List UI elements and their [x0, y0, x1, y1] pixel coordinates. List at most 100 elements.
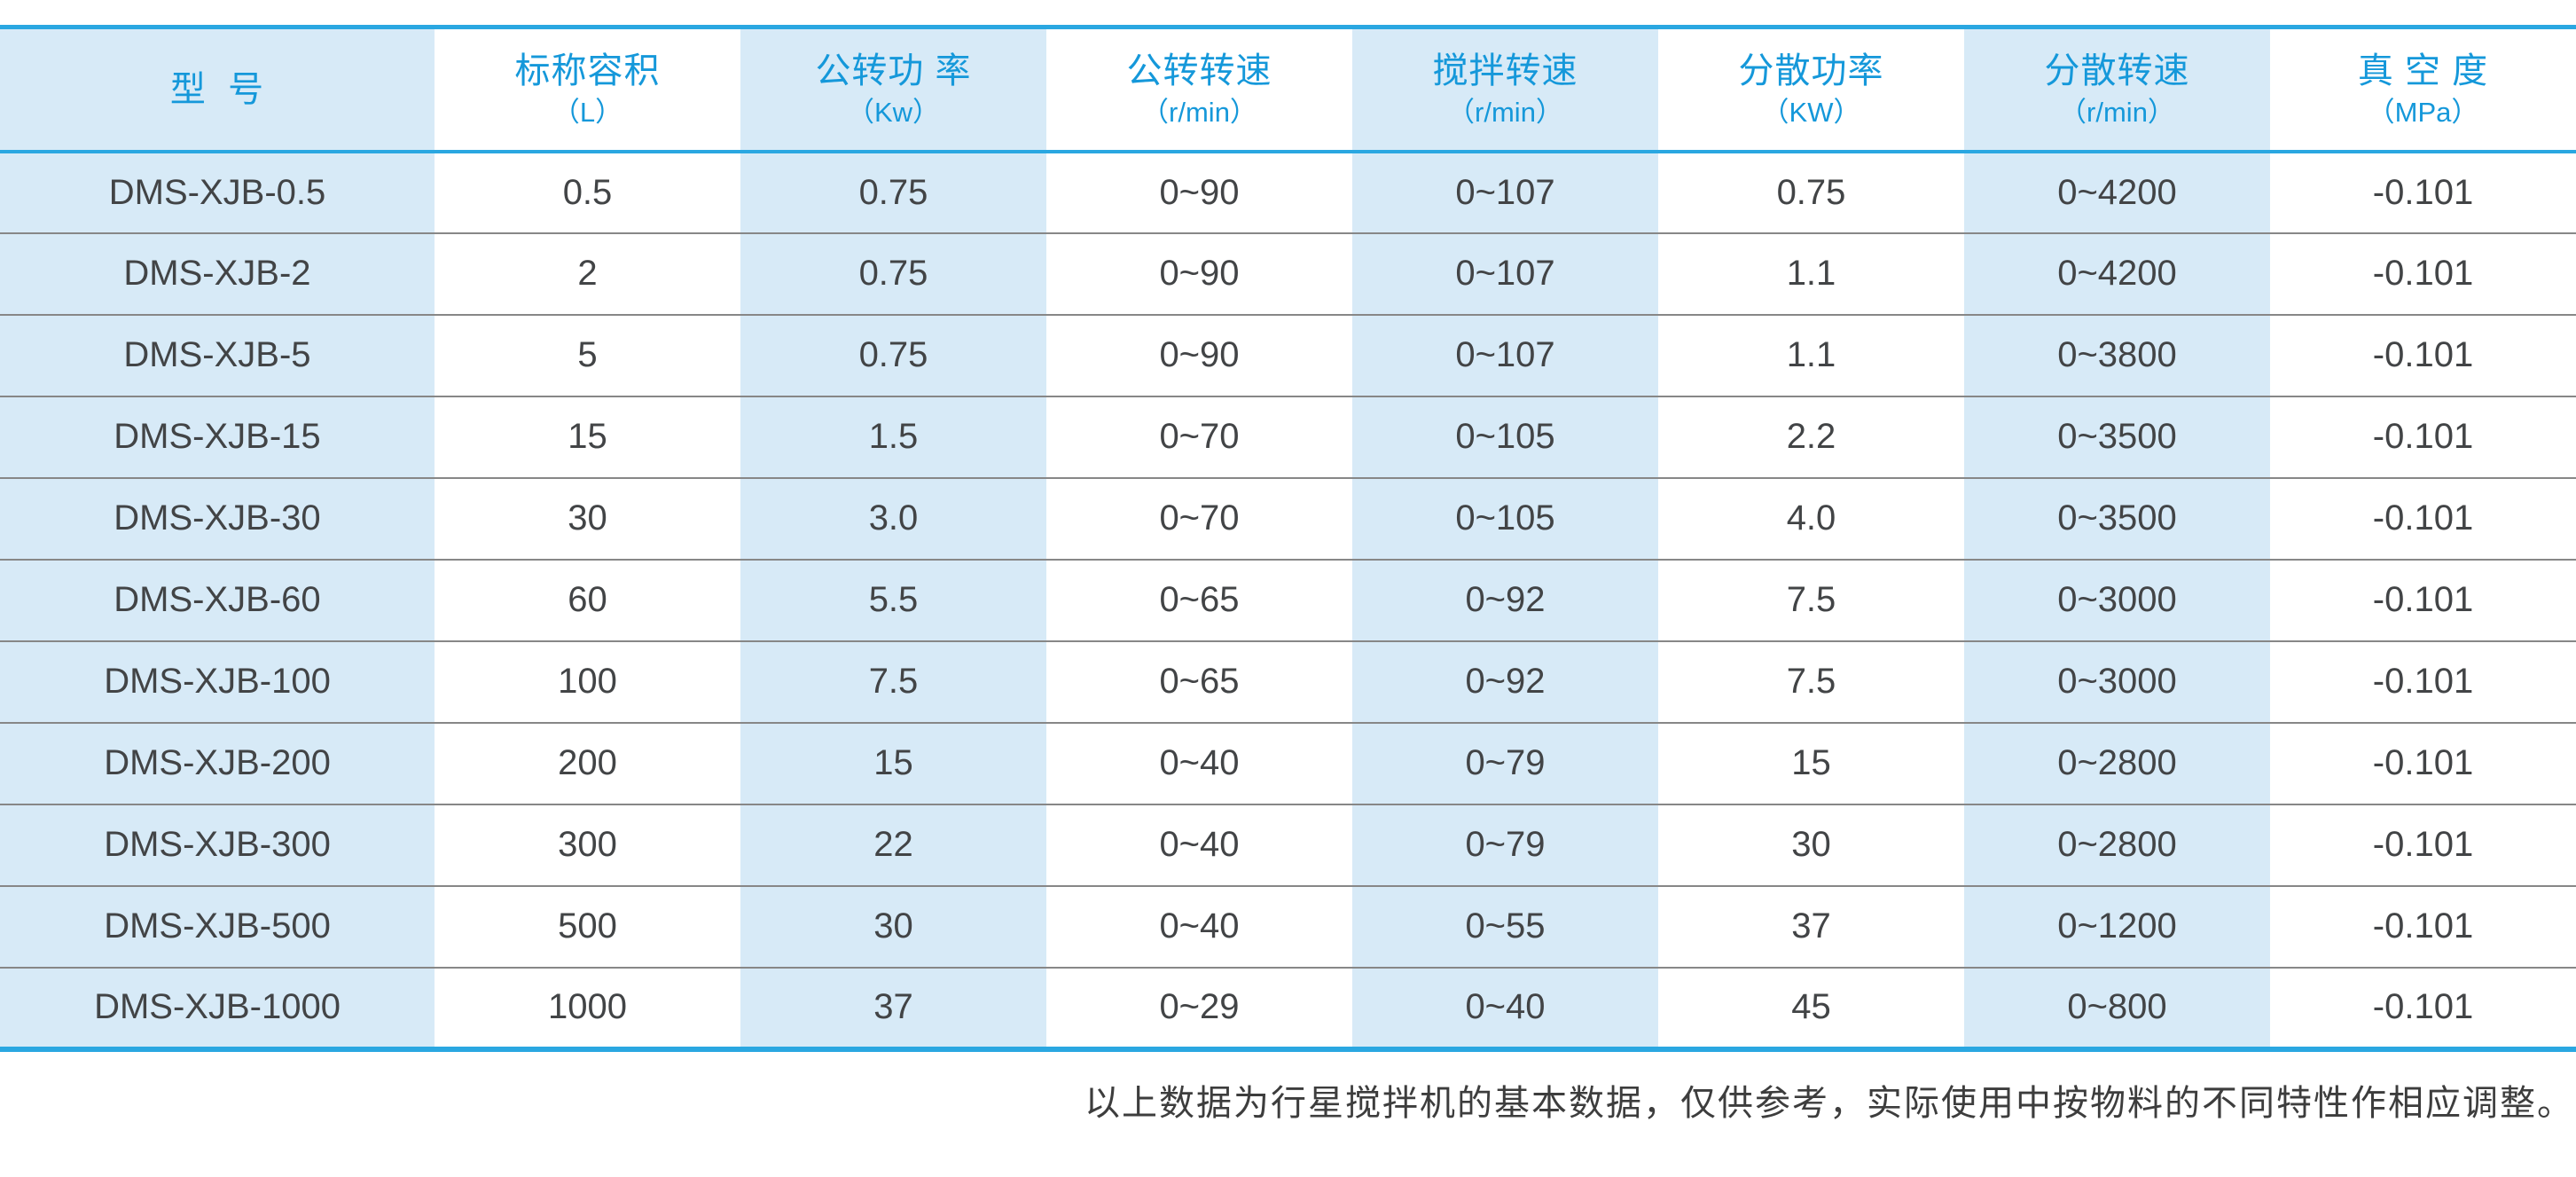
value-cell: 0~3000 — [1964, 558, 2270, 641]
column-unit: （L） — [552, 96, 623, 128]
table-row: DMS-XJB-500 500 30 0~40 0~55 37 0~1200 -0.101 — [0, 884, 2576, 968]
column-unit: （r/min） — [1447, 96, 1563, 128]
value-cell: 500 — [435, 884, 740, 968]
value-cell: 0~29 — [1046, 966, 1352, 1049]
value-cell: 37 — [1658, 884, 1964, 968]
value-cell: 7.5 — [1658, 558, 1964, 641]
value-cell: 0~107 — [1352, 313, 1658, 396]
value-cell: 1000 — [435, 966, 740, 1049]
value-cell: 100 — [435, 640, 740, 723]
table-row: DMS-XJB-100 100 7.5 0~65 0~92 7.5 0~3000 -0.101 — [0, 640, 2576, 723]
value-cell: 0~90 — [1046, 231, 1352, 315]
table-row: DMS-XJB-1000 1000 37 0~29 0~40 45 0~800 -0.101 — [0, 966, 2576, 1049]
column-header-stirring-speed: 搅拌转速 （r/min） — [1352, 27, 1658, 153]
value-cell: 0~55 — [1352, 884, 1658, 968]
value-cell: 15 — [435, 395, 740, 478]
value-cell: 0~79 — [1352, 803, 1658, 886]
value-cell: 0.5 — [435, 151, 740, 233]
value-cell: 200 — [435, 721, 740, 804]
value-cell: 0~40 — [1046, 721, 1352, 804]
value-cell: -0.101 — [2270, 966, 2576, 1049]
value-cell: 0.75 — [740, 231, 1046, 315]
value-cell: -0.101 — [2270, 231, 2576, 315]
value-cell: 0~3500 — [1964, 476, 2270, 560]
value-cell: 30 — [435, 476, 740, 560]
model-cell: DMS-XJB-300 — [0, 803, 435, 886]
value-cell: 0~4200 — [1964, 151, 2270, 233]
value-cell: 7.5 — [740, 640, 1046, 723]
value-cell: -0.101 — [2270, 803, 2576, 886]
model-cell: DMS-XJB-200 — [0, 721, 435, 804]
value-cell: 0~107 — [1352, 151, 1658, 233]
table-row: DMS-XJB-300 300 22 0~40 0~79 30 0~2800 -0.101 — [0, 803, 2576, 886]
spec-table: 型 号 标称容积 （L） 公转功 率 （Kw） 公转转速 （r/min） 搅拌转速 （r/min… — [0, 25, 2576, 1052]
model-cell: DMS-XJB-500 — [0, 884, 435, 968]
model-cell: DMS-XJB-30 — [0, 476, 435, 560]
column-header-dispersion-speed: 分散转速 （r/min） — [1964, 27, 2270, 153]
column-title: 分散转速 — [2044, 51, 2190, 90]
value-cell: -0.101 — [2270, 151, 2576, 233]
table-row: DMS-XJB-15 15 1.5 0~70 0~105 2.2 0~3500 -0.101 — [0, 395, 2576, 478]
value-cell: 0~800 — [1964, 966, 2270, 1049]
value-cell: -0.101 — [2270, 313, 2576, 396]
value-cell: 1.5 — [740, 395, 1046, 478]
spec-table-header: 型 号 标称容积 （L） 公转功 率 （Kw） 公转转速 （r/min） 搅拌转速 （r/min… — [0, 27, 2576, 153]
column-title: 公转功 率 — [815, 51, 972, 90]
value-cell: 0~40 — [1352, 966, 1658, 1049]
value-cell: 0~70 — [1046, 476, 1352, 560]
value-cell: 0~107 — [1352, 231, 1658, 315]
header-row: 型 号 标称容积 （L） 公转功 率 （Kw） 公转转速 （r/min） 搅拌转速 （r/min… — [0, 27, 2576, 153]
column-unit: （r/min） — [2059, 96, 2175, 128]
value-cell: 15 — [1658, 721, 1964, 804]
footer-note: 以上数据为行星搅拌机的基本数据，仅供参考，实际使用中按物料的不同特性作相应调整。 — [1084, 1082, 2574, 1124]
value-cell: 0.75 — [740, 151, 1046, 233]
column-unit: （Kw） — [846, 96, 941, 128]
value-cell: 7.5 — [1658, 640, 1964, 723]
value-cell: 30 — [1658, 803, 1964, 886]
value-cell: 0~92 — [1352, 558, 1658, 641]
value-cell: 5.5 — [740, 558, 1046, 641]
value-cell: 0~40 — [1046, 884, 1352, 968]
value-cell: 0~2800 — [1964, 721, 2270, 804]
value-cell: 37 — [740, 966, 1046, 1049]
value-cell: 0~79 — [1352, 721, 1658, 804]
model-cell: DMS-XJB-60 — [0, 558, 435, 641]
table-row: DMS-XJB-5 5 0.75 0~90 0~107 1.1 0~3800 -0.101 — [0, 313, 2576, 396]
value-cell: 0~2800 — [1964, 803, 2270, 886]
model-cell: DMS-XJB-2 — [0, 231, 435, 315]
value-cell: 22 — [740, 803, 1046, 886]
value-cell: 15 — [740, 721, 1046, 804]
column-unit: （KW） — [1761, 96, 1861, 128]
value-cell: 0~92 — [1352, 640, 1658, 723]
model-cell: DMS-XJB-15 — [0, 395, 435, 478]
value-cell: 0~65 — [1046, 640, 1352, 723]
table-row: DMS-XJB-2 2 0.75 0~90 0~107 1.1 0~4200 -0.101 — [0, 231, 2576, 315]
model-cell: DMS-XJB-5 — [0, 313, 435, 396]
column-title: 标称容积 — [514, 51, 661, 90]
table-row: DMS-XJB-200 200 15 0~40 0~79 15 0~2800 -0.101 — [0, 721, 2576, 804]
value-cell: 2 — [435, 231, 740, 315]
value-cell: 0~65 — [1046, 558, 1352, 641]
value-cell: -0.101 — [2270, 640, 2576, 723]
value-cell: 1.1 — [1658, 231, 1964, 315]
column-title: 型 号 — [169, 69, 265, 109]
column-title: 搅拌转速 — [1432, 51, 1578, 90]
value-cell: 0~90 — [1046, 313, 1352, 396]
value-cell: 60 — [435, 558, 740, 641]
table-row: DMS-XJB-60 60 5.5 0~65 0~92 7.5 0~3000 -0.101 — [0, 558, 2576, 641]
value-cell: 0.75 — [740, 313, 1046, 396]
column-title: 分散功率 — [1738, 51, 1884, 90]
table-row: DMS-XJB-30 30 3.0 0~70 0~105 4.0 0~3500 -0.101 — [0, 476, 2576, 560]
value-cell: 0~40 — [1046, 803, 1352, 886]
column-unit: （r/min） — [1141, 96, 1257, 128]
column-header-nominal-volume: 标称容积 （L） — [435, 27, 740, 153]
column-title: 真 空 度 — [2357, 51, 2489, 90]
value-cell: 4.0 — [1658, 476, 1964, 560]
value-cell: 0~90 — [1046, 151, 1352, 233]
value-cell: 300 — [435, 803, 740, 886]
value-cell: -0.101 — [2270, 395, 2576, 478]
spec-table-body: DMS-XJB-0.5 0.5 0.75 0~90 0~107 0.75 0~4200 -0.… — [0, 151, 2576, 1049]
value-cell: 0~3000 — [1964, 640, 2270, 723]
column-unit: （MPa） — [2367, 96, 2479, 128]
value-cell: 0~1200 — [1964, 884, 2270, 968]
